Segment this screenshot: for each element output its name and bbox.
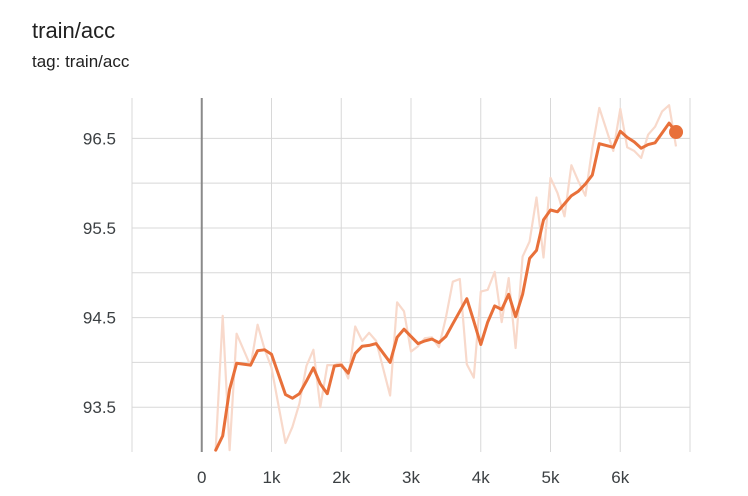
x-tick-label: 1k <box>263 468 281 487</box>
x-tick-label: 6k <box>611 468 629 487</box>
smoothed-series-line <box>214 121 678 452</box>
x-tick-label: 0 <box>197 468 206 487</box>
x-tick-label: 4k <box>472 468 490 487</box>
y-tick-label: 94.5 <box>83 309 116 328</box>
x-tick-label: 3k <box>402 468 420 487</box>
chart-title: train/acc <box>32 18 116 43</box>
y-tick-label: 93.5 <box>83 398 116 417</box>
x-tick-label: 5k <box>542 468 560 487</box>
y-tick-label: 95.5 <box>83 219 116 238</box>
raw-series-line <box>214 104 678 452</box>
chart-tag-subtitle: tag: train/acc <box>32 52 130 71</box>
last-point-marker[interactable] <box>669 125 684 140</box>
y-tick-label: 96.5 <box>83 129 116 148</box>
x-tick-label: 2k <box>332 468 350 487</box>
